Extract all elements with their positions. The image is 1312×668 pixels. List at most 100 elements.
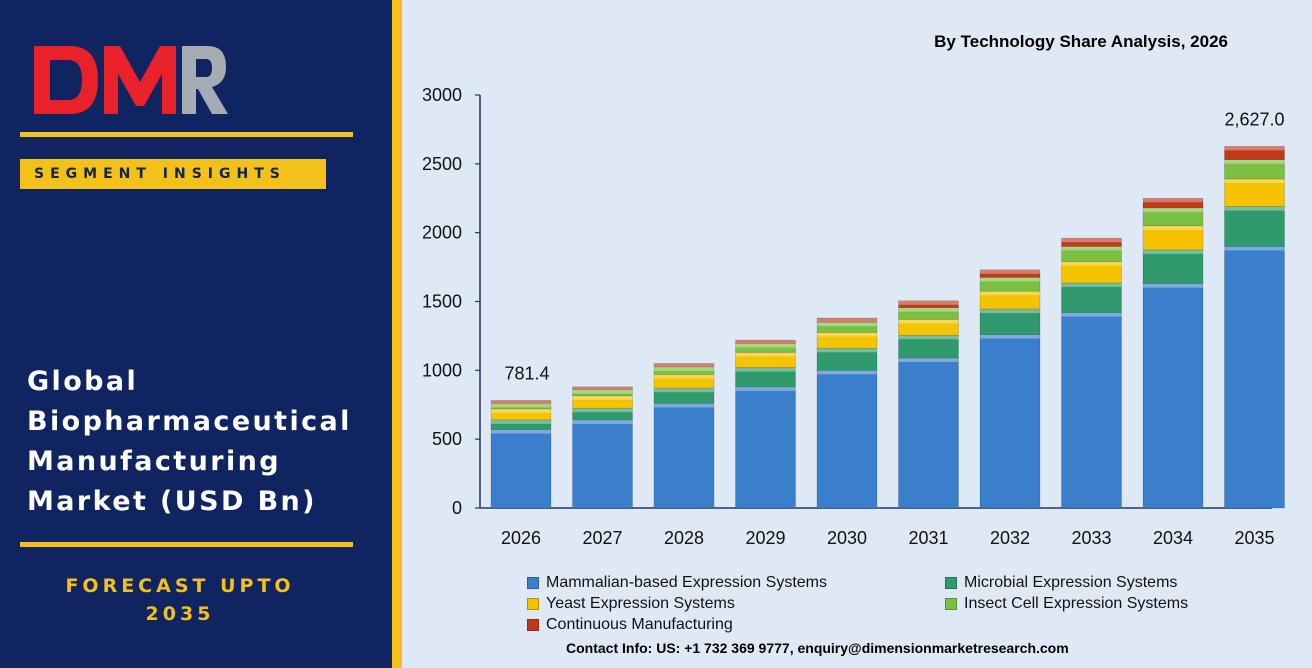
data-label: 781.4 <box>504 363 549 383</box>
legend-item: Yeast Expression Systems <box>527 595 735 613</box>
forecast-year: 2035 <box>145 603 215 625</box>
legend-item: Microbial Expression Systems <box>945 574 1177 592</box>
bar-highlight <box>898 300 959 305</box>
gold-rule-bottom <box>20 542 353 547</box>
legend-item: Insect Cell Expression Systems <box>945 595 1188 613</box>
bar-highlight <box>898 357 959 362</box>
legend-label: Yeast Expression Systems <box>546 595 735 612</box>
sidebar-panel: SEGMENT INSIGHTS Global Biopharmaceutica… <box>0 0 392 668</box>
bar-highlight <box>1224 178 1285 183</box>
bar-segment <box>979 269 1041 278</box>
bar-segment <box>735 386 796 509</box>
bar-segment <box>572 419 633 509</box>
x-tick-label: 2027 <box>582 528 622 548</box>
chart-title: By Technology Share Analysis, 2026 <box>934 32 1228 51</box>
bar-highlight <box>654 374 714 379</box>
bar-segment <box>572 386 633 390</box>
bar-highlight <box>735 343 796 348</box>
bar-segment <box>1224 178 1285 207</box>
bar-segment <box>898 357 959 509</box>
y-tick-label: 500 <box>432 429 462 449</box>
bar-highlight <box>1224 159 1285 164</box>
dmr-logo <box>34 46 228 114</box>
bar-highlight <box>491 429 551 434</box>
x-tick-label: 2035 <box>1234 528 1274 548</box>
bar-highlight <box>1143 225 1203 230</box>
gold-divider <box>392 0 402 668</box>
x-tick-label: 2026 <box>501 528 541 548</box>
bar-highlight <box>735 352 796 357</box>
contact-info: Contact Info: US: +1 732 369 9777, enqui… <box>566 640 1069 656</box>
bar-segment <box>1061 237 1122 247</box>
legend-swatch <box>527 577 539 589</box>
legend-item: Continuous Manufacturing <box>527 616 733 634</box>
bar-highlight <box>1224 146 1285 151</box>
bar-highlight <box>654 366 714 371</box>
bar-highlight <box>491 403 551 408</box>
bar-highlight <box>980 291 1040 296</box>
bar-highlight <box>491 400 551 404</box>
bar-highlight <box>654 363 714 367</box>
bar-highlight <box>572 419 633 424</box>
legend-label: Microbial Expression Systems <box>964 574 1178 591</box>
bar-segment <box>1142 197 1204 209</box>
bar-segment <box>653 363 715 368</box>
y-tick-label: 1500 <box>422 292 462 312</box>
y-tick-label: 2000 <box>422 223 462 243</box>
bar-segment <box>816 317 878 323</box>
bar-highlight <box>1061 282 1122 287</box>
gold-rule-top <box>20 132 353 137</box>
bar-highlight <box>898 335 959 340</box>
bar-highlight <box>1143 207 1203 212</box>
bar-highlight <box>735 386 796 391</box>
bar-highlight <box>735 367 796 372</box>
bar-highlight <box>817 332 877 337</box>
bar-highlight <box>654 403 714 408</box>
x-tick-label: 2034 <box>1153 528 1193 548</box>
bar-highlight <box>817 322 877 327</box>
bar-segment <box>1224 246 1285 509</box>
bar-segment <box>653 403 715 509</box>
report-title: Global Biopharmaceutical Manufacturing M… <box>27 362 377 522</box>
x-tick-label: 2031 <box>908 528 948 548</box>
bar-highlight <box>735 340 796 344</box>
legend-swatch <box>527 619 539 631</box>
legend-swatch <box>945 598 957 610</box>
bar-highlight <box>1061 238 1122 243</box>
title-line: Manufacturing <box>27 446 281 477</box>
bar-segment <box>1224 146 1285 161</box>
bar-segment <box>816 370 878 509</box>
forecast-label: FORECAST UPTO 2035 <box>20 572 340 628</box>
bar-highlight <box>898 319 959 324</box>
bar-highlight <box>1224 206 1285 211</box>
bar-segment <box>1142 225 1204 251</box>
y-tick-label: 1000 <box>422 360 462 380</box>
chart-panel: 0 500 1000 1500 2000 2500 3000 2026 781.4 2027 202… <box>402 0 1312 668</box>
segment-insights-badge: SEGMENT INSIGHTS <box>20 159 326 189</box>
bar-segment <box>1224 206 1285 247</box>
bar-highlight <box>817 370 877 375</box>
bar-segment <box>653 374 715 389</box>
bar-highlight <box>1061 261 1122 266</box>
bar-highlight <box>491 419 551 424</box>
data-label: 2,627.0 <box>1224 109 1284 129</box>
bar-segment <box>898 300 959 308</box>
x-tick-label: 2032 <box>990 528 1030 548</box>
bar-segment <box>735 339 796 344</box>
stacked-bar-chart: 0 500 1000 1500 2000 2500 3000 2026 781.4 2027 202… <box>422 85 1285 548</box>
legend-item: Mammalian-based Expression Systems <box>527 574 827 592</box>
legend-label: Continuous Manufacturing <box>546 616 733 633</box>
x-tick-label: 2033 <box>1071 528 1111 548</box>
bar-highlight <box>817 318 877 323</box>
y-tick-label: 3000 <box>422 85 462 105</box>
bar-highlight <box>1143 249 1203 254</box>
bar-highlight <box>980 277 1040 282</box>
bar-segment <box>490 400 552 404</box>
forecast-line: FORECAST UPTO <box>65 575 295 597</box>
bar-highlight <box>1061 312 1122 317</box>
bar-highlight <box>654 388 714 393</box>
y-tick-label: 0 <box>452 498 462 518</box>
bar-highlight <box>491 408 551 413</box>
bar-segment <box>1061 282 1122 313</box>
